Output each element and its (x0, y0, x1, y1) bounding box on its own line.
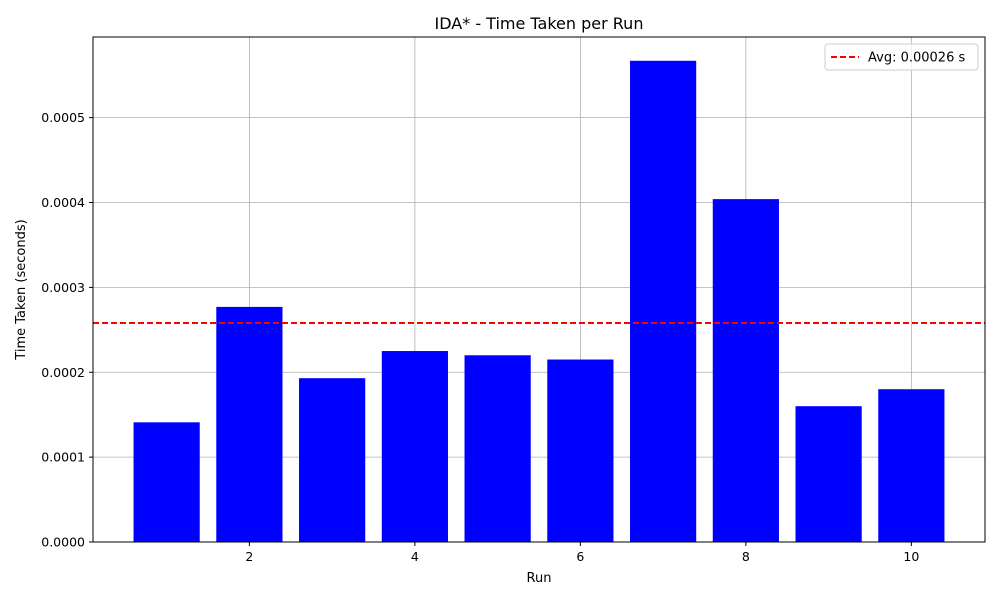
bar-run-1 (133, 422, 200, 542)
x-axis-label: Run (527, 571, 552, 586)
bar-run-6 (547, 359, 614, 542)
bar-run-2 (216, 306, 283, 542)
y-axis-label: Time Taken (seconds) (14, 219, 29, 360)
legend-average-label: Avg: 0.00026 s (868, 51, 965, 66)
bar-run-5 (464, 355, 531, 542)
bars-layer (133, 60, 945, 542)
bar-run-7 (630, 60, 697, 542)
plot-frame (92, 36, 986, 543)
ticks-layer: 2 4 6 8 10 0.0000 0.0001 0.0002 0.0003 0.0004 0.00… (41, 110, 919, 564)
legend: Avg: 0.00026 s (824, 43, 979, 71)
bar-run-4 (381, 351, 448, 542)
bar-run-8 (712, 199, 779, 542)
legend-box (824, 43, 979, 71)
x-tick-label: 2 (245, 549, 253, 564)
chart-title: IDA* - Time Taken per Run (435, 14, 644, 33)
y-tick-label: 0.0005 (41, 110, 85, 125)
y-tick-label: 0.0000 (41, 535, 85, 550)
x-tick-label: 4 (411, 549, 419, 564)
x-tick-label: 6 (576, 549, 584, 564)
x-tick-label: 8 (742, 549, 750, 564)
y-tick-label: 0.0004 (41, 195, 85, 210)
y-tick-label: 0.0002 (41, 365, 85, 380)
bar-run-3 (299, 378, 366, 542)
x-tick-label: 10 (903, 549, 919, 564)
bar-run-10 (878, 389, 945, 542)
y-tick-label: 0.0001 (41, 450, 85, 465)
bar-run-9 (795, 406, 862, 542)
y-tick-label: 0.0003 (41, 280, 85, 295)
